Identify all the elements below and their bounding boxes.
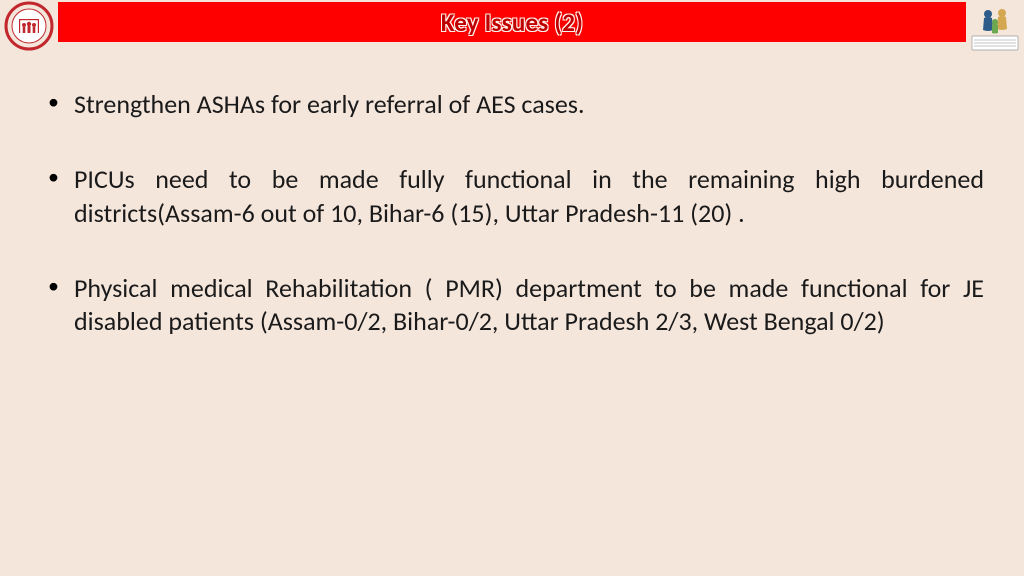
bullet-list: Strengthen ASHAs for early referral of A… <box>40 88 984 338</box>
slide-body: Strengthen ASHAs for early referral of A… <box>0 48 1024 338</box>
mowcd-logo <box>968 0 1022 52</box>
slide-title: Key Issues (2) <box>441 7 583 38</box>
slide-header: NATIONAL HEALTH Key Issues (2) <box>0 0 1024 48</box>
list-item: Strengthen ASHAs for early referral of A… <box>40 88 984 121</box>
list-item: PICUs need to be made fully functional i… <box>40 163 984 230</box>
nhm-logo: NATIONAL HEALTH <box>4 1 54 51</box>
list-item: Physical medical Rehabilitation ( PMR) d… <box>40 272 984 339</box>
title-bar: Key Issues (2) <box>58 2 966 42</box>
